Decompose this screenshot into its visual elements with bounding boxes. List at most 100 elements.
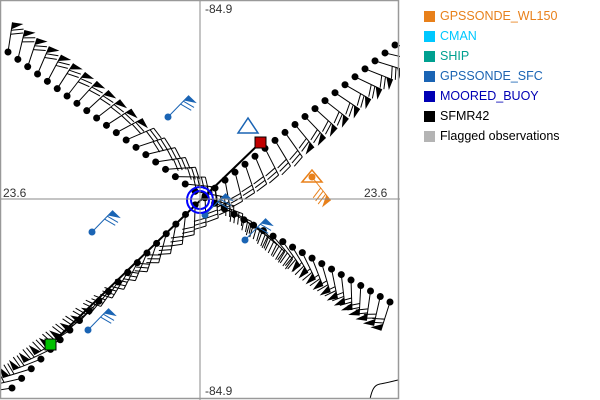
wind-barb-feather	[279, 252, 288, 264]
wind-barb-feather	[206, 217, 219, 223]
legend-swatch	[424, 130, 435, 142]
wind-barb-feather	[181, 234, 195, 238]
wind-barb-feather	[75, 307, 87, 315]
wind-barb-feather	[218, 205, 230, 212]
wind-barb-pennant	[59, 322, 73, 332]
wind-barb-feather	[99, 98, 111, 106]
wind-barb-staff	[125, 127, 154, 141]
wind-barb-pennant	[305, 142, 315, 155]
wind-barb-feather	[253, 176, 264, 185]
wind-barb-feather	[242, 188, 254, 196]
lon-label-top: -84.9	[205, 2, 233, 16]
wind-barb-feather	[158, 249, 172, 251]
wind-barb-feather	[218, 209, 231, 216]
observation-dot	[311, 105, 319, 113]
wind-barb-feather	[66, 73, 79, 78]
wind-barb-feather	[356, 93, 362, 106]
observation-dot	[53, 85, 61, 93]
observation-dot	[63, 92, 71, 100]
wind-barb-staff	[100, 281, 119, 307]
wind-barb-feather	[22, 349, 32, 360]
wind-barb-feather	[289, 150, 299, 161]
legend-item[interactable]: MOORED_BUOY	[424, 86, 560, 106]
wind-barb-feather	[371, 86, 376, 99]
coastline	[369, 379, 399, 400]
wind-barb-feather	[324, 290, 337, 297]
wind-barb-feather	[322, 120, 329, 132]
observation-dot	[337, 271, 345, 279]
sonde-launch-icon	[236, 116, 260, 134]
wind-barb-feather	[0, 373, 5, 383]
wind-barb-feather	[55, 323, 66, 333]
wind-barb-feather	[160, 138, 168, 150]
wind-barb-feather	[88, 89, 101, 97]
legend-swatch	[424, 50, 435, 62]
wind-barb-staff	[301, 252, 316, 280]
wind-barb-feather	[7, 363, 15, 375]
observation-map[interactable]	[0, 0, 400, 400]
observation-dot	[308, 173, 316, 181]
observation-dot	[112, 129, 120, 137]
wind-barb-staff	[193, 204, 196, 235]
wind-barb-feather	[89, 301, 101, 307]
wind-barb-staff	[262, 230, 286, 253]
wind-barb-feather	[68, 69, 82, 75]
wind-barb-feather	[156, 140, 164, 152]
legend-item[interactable]: GPSSONDE_SFC	[424, 66, 560, 86]
legend-item[interactable]: SFMR42	[424, 106, 560, 126]
legend-item[interactable]: Flagged observations	[424, 126, 560, 146]
wind-barb-pennant	[184, 95, 197, 104]
wind-barb-feather	[55, 64, 68, 69]
wind-barb-feather	[284, 255, 294, 267]
wind-barb-staff	[0, 377, 22, 384]
observation-dot	[381, 49, 389, 57]
wind-barb-pennant	[305, 273, 316, 285]
wind-barb-feather	[394, 67, 397, 80]
wind-barb-feather	[256, 183, 267, 192]
wind-barb-pennant	[108, 210, 121, 219]
wind-barb-staff	[169, 224, 177, 254]
wind-barb-feather	[170, 148, 178, 160]
wind-barb-feather	[257, 232, 263, 245]
observation-dot	[4, 48, 12, 56]
wind-barb-feather	[245, 223, 251, 236]
wind-barb-feather	[113, 282, 126, 287]
observation-dot	[231, 168, 239, 176]
wind-barb-feather	[126, 270, 139, 274]
wind-barb-feather	[153, 127, 162, 139]
observation-dot	[132, 143, 140, 151]
wind-barb-pennant	[317, 133, 326, 146]
wind-barb-feather	[124, 274, 137, 278]
wind-barb-pennant	[8, 359, 20, 371]
wind-barb-feather	[134, 270, 148, 273]
wind-barb-feather	[368, 84, 372, 97]
legend-item[interactable]: SHIP	[424, 46, 560, 66]
lon-label-bottom: -84.9	[205, 384, 233, 398]
observation-dot	[251, 152, 259, 160]
wind-barb-feather	[11, 28, 24, 31]
wind-barb-feather	[83, 302, 95, 310]
wind-barb-staff	[314, 108, 338, 130]
observation-dot	[376, 293, 384, 301]
wind-barb-staff	[234, 172, 244, 202]
wind-barb-feather	[379, 75, 383, 88]
flight-track-line	[49, 142, 261, 346]
wind-barb-feather	[33, 49, 46, 51]
wind-barb-feather	[103, 313, 115, 321]
wind-barb-pennant	[104, 308, 117, 317]
wind-barb-staff	[364, 68, 394, 81]
wind-barb-feather	[270, 244, 278, 256]
legend-item[interactable]: GPSSONDE_WL150	[424, 6, 560, 26]
observation-dot	[291, 120, 299, 128]
legend-item[interactable]: CMAN	[424, 26, 560, 46]
wind-barb-pennant	[80, 307, 94, 315]
wind-barb-feather	[317, 284, 329, 292]
wind-barb-staff	[358, 285, 362, 316]
observation-dot	[386, 298, 394, 306]
legend-label: GPSSONDE_SFC	[440, 69, 543, 83]
wind-barb-feather	[333, 111, 340, 124]
observation-dot	[152, 158, 160, 166]
wind-barb-feather	[339, 297, 352, 302]
wind-barb-feather	[292, 262, 303, 272]
wind-barb-feather	[187, 167, 192, 180]
